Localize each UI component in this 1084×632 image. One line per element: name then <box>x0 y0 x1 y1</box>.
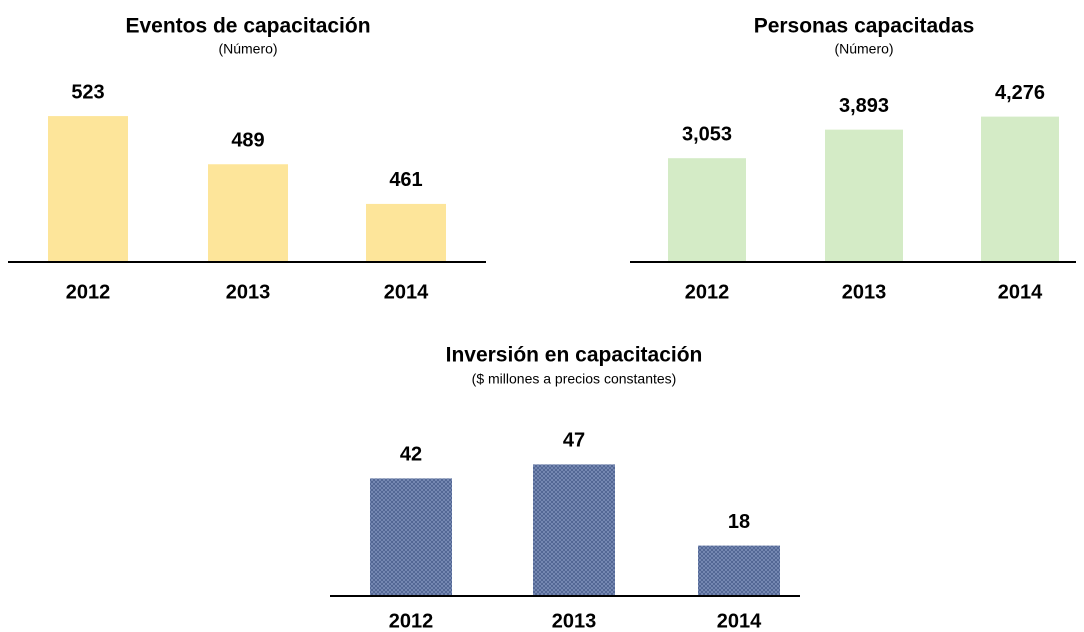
x-tick-label: 2014 <box>998 281 1043 303</box>
x-tick-label: 2013 <box>842 281 887 303</box>
value-label: 489 <box>231 130 264 152</box>
chart-title: Inversión en capacitación <box>446 344 703 367</box>
bar <box>533 464 615 596</box>
value-label: 47 <box>563 430 585 452</box>
x-tick-label: 2012 <box>389 610 434 632</box>
x-tick-label: 2012 <box>685 281 730 303</box>
value-label: 42 <box>400 444 422 466</box>
chart-subtitle: (Número) <box>834 41 893 57</box>
value-label: 3,893 <box>839 95 889 117</box>
x-tick-label: 2012 <box>66 281 111 303</box>
bar <box>366 203 446 262</box>
chart-subtitle: ($ millones a precios constantes) <box>472 371 677 387</box>
value-label: 4,276 <box>995 82 1045 104</box>
value-label: 461 <box>389 169 422 191</box>
bar <box>370 478 452 596</box>
chart-subtitle: (Número) <box>218 41 277 57</box>
x-tick-label: 2014 <box>717 610 762 632</box>
value-label: 18 <box>728 511 750 533</box>
bar <box>825 129 903 262</box>
bar <box>668 158 746 262</box>
x-tick-label: 2014 <box>384 281 429 303</box>
x-tick-label: 2013 <box>552 610 597 632</box>
bar <box>208 164 288 262</box>
bar <box>48 116 128 262</box>
chart-title: Personas capacitadas <box>754 15 975 38</box>
chart-title: Eventos de capacitación <box>125 15 370 38</box>
x-tick-label: 2013 <box>226 281 271 303</box>
bar <box>698 545 780 596</box>
value-label: 3,053 <box>682 123 732 145</box>
value-label: 523 <box>71 81 104 103</box>
bar <box>981 116 1059 262</box>
